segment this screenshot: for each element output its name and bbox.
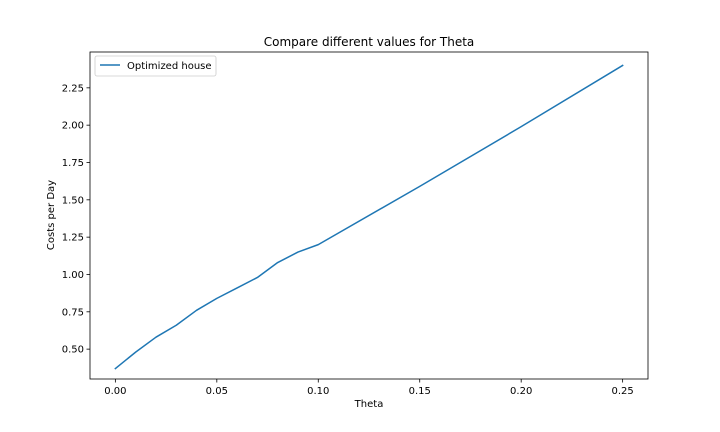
y-tick-label: 2.00 — [62, 121, 84, 132]
x-tick-label: 0.10 — [307, 386, 329, 397]
x-tick-label: 0.20 — [510, 386, 532, 397]
y-tick-label: 1.75 — [62, 158, 84, 169]
plot-area — [114, 64, 624, 370]
legend-label-optimized-house: Optimized house — [127, 61, 212, 72]
x-tick-label: 0.00 — [104, 386, 126, 397]
x-axis-ticks: 0.00 0.05 0.10 0.15 0.20 0.25 — [104, 379, 634, 397]
legend-box — [94, 55, 217, 77]
series-line-optimized-house — [114, 64, 624, 370]
x-tick-label: 0.25 — [612, 386, 634, 397]
legend: Optimized house — [94, 55, 217, 77]
y-tick-label: 1.50 — [62, 195, 84, 206]
y-axis-label: Costs per Day — [46, 180, 57, 250]
y-tick-label: 1.00 — [62, 270, 84, 281]
x-tick-label: 0.05 — [206, 386, 228, 397]
y-tick-label: 0.50 — [62, 345, 84, 356]
x-axis-label: Theta — [354, 399, 384, 410]
y-axis-ticks: 0.50 0.75 1.00 1.25 1.50 1.75 2.00 2.25 — [62, 83, 90, 356]
y-tick-label: 0.75 — [62, 307, 84, 318]
chart-title: Compare different values for Theta — [264, 35, 475, 49]
axes-frame — [89, 51, 649, 380]
y-tick-label: 1.25 — [62, 233, 84, 244]
y-tick-label: 2.25 — [62, 83, 84, 94]
x-tick-label: 0.15 — [409, 386, 431, 397]
